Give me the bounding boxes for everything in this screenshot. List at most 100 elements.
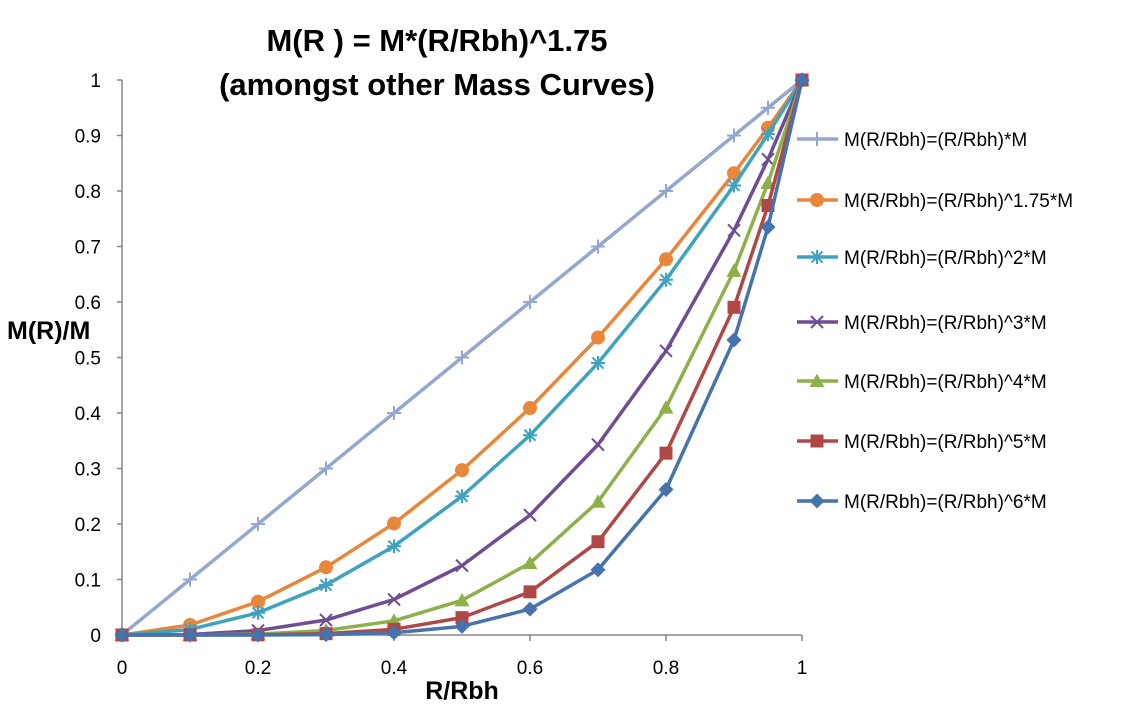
data-point [658,482,674,498]
x-tick-label: 0.4 [381,658,408,679]
data-point [727,300,741,314]
legend-label: M(R/Rbh)=(R/Rbh)^6*M [844,492,1047,513]
data-point [523,401,537,416]
x-tick-label: 0.2 [245,658,271,679]
data-point [251,594,265,609]
data-point [183,572,197,587]
legend-item: M(R/Rbh)=(R/Rbh)^3*M [797,313,1047,334]
y-tick-label: 0.7 [75,238,101,259]
data-point [659,252,673,267]
data-point [387,406,401,420]
data-point [727,178,741,193]
y-tick-label: 1 [90,71,101,92]
x-tick-label: 1 [797,658,808,679]
y-axis-label: M(R)/M [7,317,90,345]
data-point [522,555,538,570]
series-line [120,78,804,637]
data-point [761,127,775,142]
data-point [251,605,265,620]
data-point [727,128,741,143]
data-point [455,489,469,504]
data-point [761,100,775,115]
data-point [726,263,742,277]
x-axis-ticks: 0 0.2 0.4 0.6 0.8 1 [117,635,808,679]
data-point [590,562,606,578]
chart-title-line-1: M(R ) = M*(R/Rbh)^1.75 [266,23,607,58]
data-point [591,437,605,452]
series-1 [115,73,809,642]
data-point [523,295,537,309]
x-tick-label: 0.8 [653,658,679,679]
y-tick-label: 0.8 [75,182,101,203]
x-axis-label: R/Rbh [425,677,499,705]
chart-title-line-2: (amongst other Mass Curves) [219,67,655,102]
legend: M(R/Rbh)=(R/Rbh)*M M(R/Rbh)=(R/Rbh)^1.75*… [797,130,1073,513]
data-point [318,627,334,643]
data-point [455,611,469,625]
data-point [760,219,776,235]
legend-marker [810,315,824,329]
data-point [591,356,605,371]
y-tick-label: 0.9 [75,127,101,148]
x-tick-label: 0 [117,658,128,679]
legend-marker [810,193,824,207]
data-point [523,508,537,522]
legend-marker [809,493,825,509]
data-point [250,627,266,643]
data-point [523,428,537,443]
legend-label: M(R/Rbh)=(R/Rbh)^1.75*M [844,191,1073,212]
data-point [114,627,130,643]
data-point [658,400,674,414]
legend-marker [809,373,825,387]
data-point [659,344,673,358]
legend-item: M(R/Rbh)=(R/Rbh)^1.75*M [797,191,1073,212]
data-point [522,601,538,617]
data-point [251,517,265,531]
legend-item: M(R/Rbh)=(R/Rbh)^5*M [797,432,1047,453]
legend-marker [810,132,824,146]
y-tick-label: 0 [90,626,101,647]
legend-label: M(R/Rbh)=(R/Rbh)^4*M [844,372,1047,393]
plot-series [114,72,810,643]
series-7 [114,72,810,643]
data-point [454,618,470,634]
data-point [727,166,741,181]
data-point [319,560,333,575]
data-point [455,350,469,365]
legend-item: M(R/Rbh)=(R/Rbh)*M [797,130,1027,151]
y-tick-label: 0.2 [75,515,101,536]
data-point [523,585,537,599]
data-point [319,613,333,627]
legend-marker [810,434,824,448]
y-tick-label: 0.4 [75,404,102,425]
y-tick-label: 0.6 [75,293,101,314]
data-point [659,184,673,198]
data-point [319,461,333,476]
data-point [659,272,673,287]
data-point [387,592,401,607]
legend-item: M(R/Rbh)=(R/Rbh)^6*M [797,492,1047,513]
data-point [761,152,775,167]
data-point [591,535,605,549]
data-point [182,627,198,643]
legend-item: M(R/Rbh)=(R/Rbh)^4*M [797,372,1047,393]
data-point [727,223,741,238]
data-point [591,330,605,345]
data-point [591,239,605,254]
data-point [387,539,401,554]
legend-label: M(R/Rbh)=(R/Rbh)^5*M [844,432,1047,453]
legend-label: M(R/Rbh)=(R/Rbh)^2*M [844,248,1047,269]
y-tick-label: 0.3 [75,460,101,481]
y-tick-label: 0.1 [75,571,101,592]
data-point [455,558,469,573]
series-line [121,79,804,637]
legend-marker [810,250,824,264]
data-point [726,332,742,348]
legend-item: M(R/Rbh)=(R/Rbh)^2*M [797,248,1047,269]
legend-label: M(R/Rbh)=(R/Rbh)*M [844,130,1027,151]
data-point [386,625,402,641]
data-point [794,72,810,88]
series-line [121,79,804,637]
legend-label: M(R/Rbh)=(R/Rbh)^3*M [844,313,1047,334]
